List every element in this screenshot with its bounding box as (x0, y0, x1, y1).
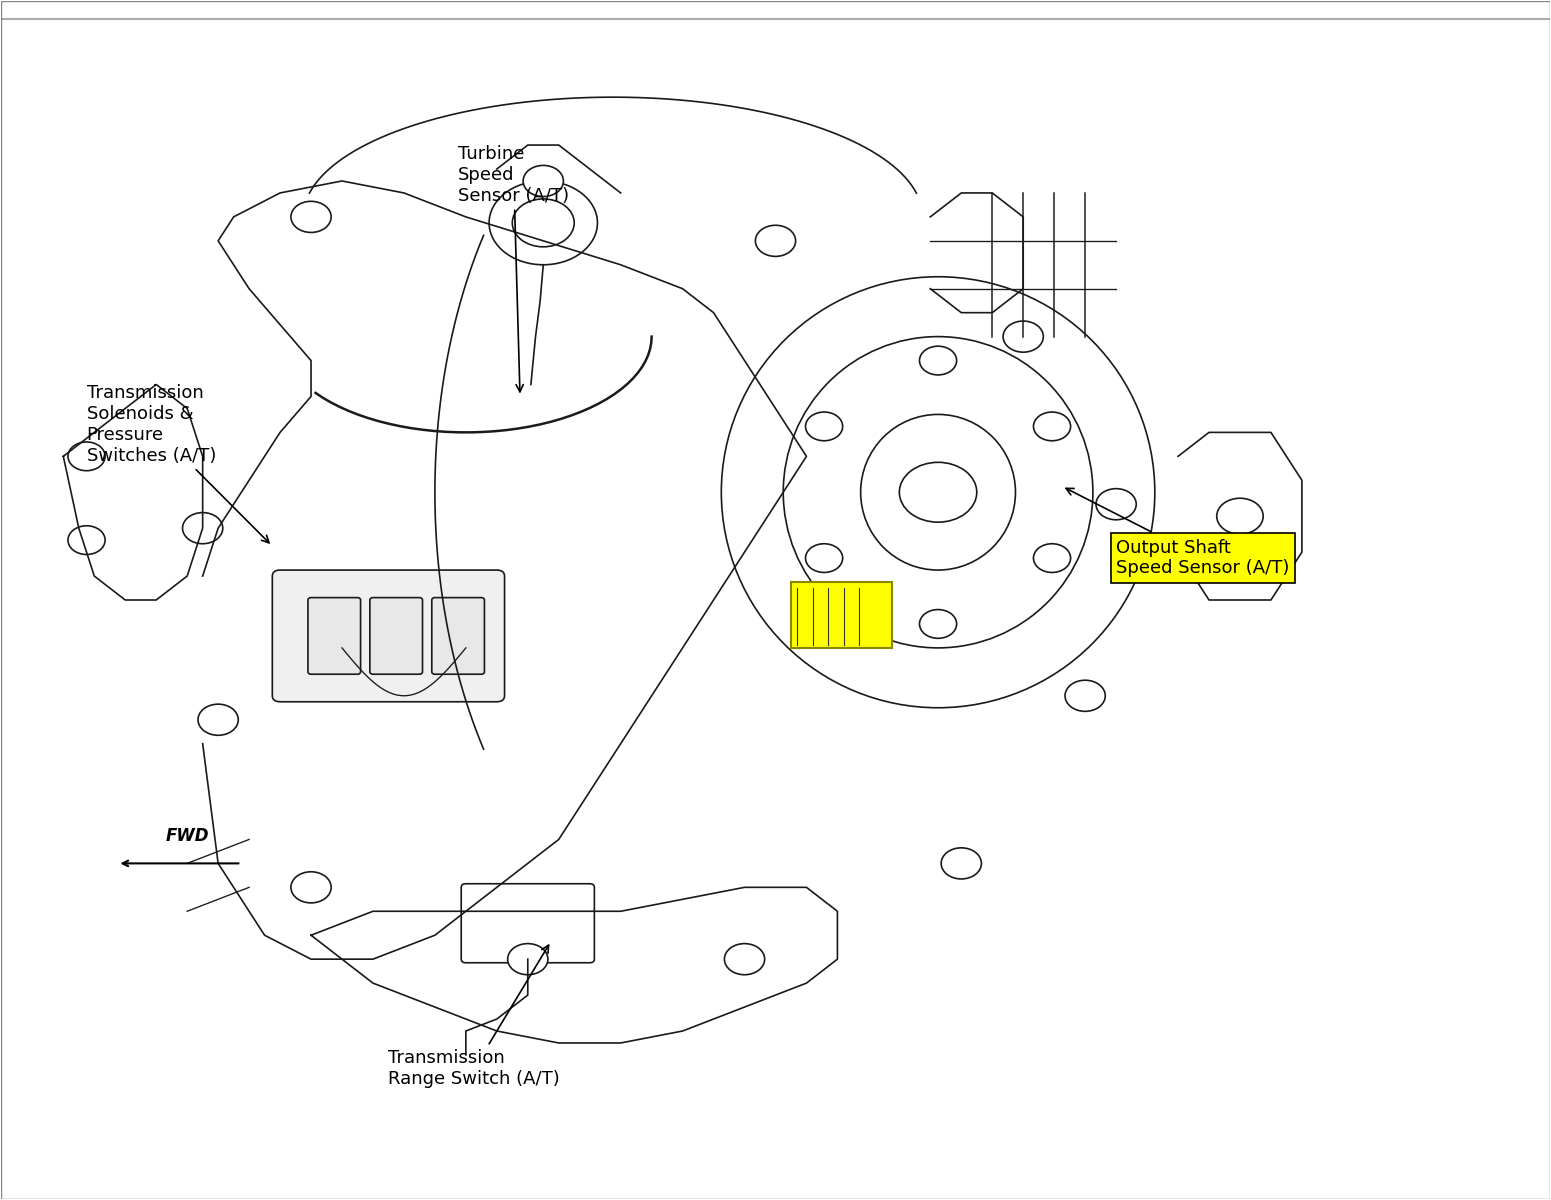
FancyBboxPatch shape (431, 598, 484, 674)
FancyBboxPatch shape (309, 598, 360, 674)
Circle shape (724, 943, 765, 974)
Circle shape (1003, 322, 1044, 352)
Circle shape (755, 226, 796, 257)
Circle shape (523, 166, 563, 197)
Text: FWD: FWD (166, 828, 209, 846)
Circle shape (292, 871, 332, 902)
Circle shape (1033, 544, 1070, 572)
FancyBboxPatch shape (369, 598, 422, 674)
Circle shape (920, 610, 957, 638)
Circle shape (199, 704, 239, 736)
FancyBboxPatch shape (273, 570, 504, 702)
Text: Output Shaft
Speed Sensor (A/T): Output Shaft Speed Sensor (A/T) (1066, 488, 1289, 577)
Text: Turbine
Speed
Sensor (A/T): Turbine Speed Sensor (A/T) (458, 145, 569, 392)
Circle shape (900, 462, 977, 522)
Text: Transmission
Solenoids &
Pressure
Switches (A/T): Transmission Solenoids & Pressure Switch… (87, 384, 268, 542)
Circle shape (805, 544, 842, 572)
Circle shape (512, 199, 574, 247)
Circle shape (292, 202, 332, 233)
FancyBboxPatch shape (791, 582, 892, 648)
Circle shape (920, 346, 957, 374)
Circle shape (941, 848, 982, 878)
Circle shape (183, 512, 223, 544)
Circle shape (68, 526, 105, 554)
Circle shape (1097, 488, 1137, 520)
Circle shape (1033, 412, 1070, 440)
Text: Transmission
Range Switch (A/T): Transmission Range Switch (A/T) (388, 946, 560, 1087)
Circle shape (68, 442, 105, 470)
Circle shape (1216, 498, 1263, 534)
Circle shape (1066, 680, 1106, 712)
Circle shape (805, 412, 842, 440)
Circle shape (507, 943, 548, 974)
